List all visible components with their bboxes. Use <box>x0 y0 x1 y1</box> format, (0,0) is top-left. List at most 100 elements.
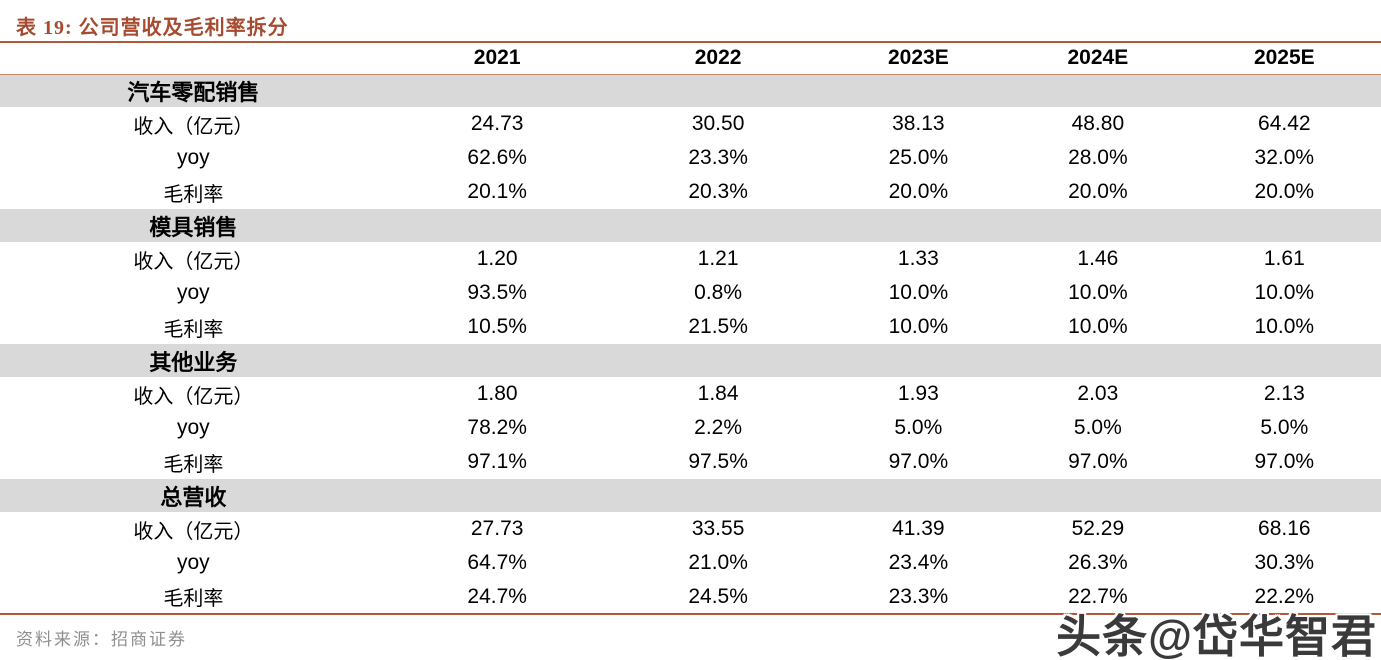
table-cell: 10.0% <box>888 315 949 338</box>
table-row: 收入（亿元） 1.80 1.84 1.93 2.03 2.13 <box>0 377 1381 411</box>
table-row: 收入（亿元） 1.20 1.21 1.33 1.46 1.61 <box>0 242 1381 276</box>
table-cell: 33.55 <box>691 517 745 540</box>
table-row: 收入（亿元） 24.73 30.50 38.13 48.80 64.42 <box>0 107 1381 141</box>
section-banner-row: 其他业务 <box>0 344 1381 377</box>
row-label: 毛利率 <box>163 318 224 341</box>
table-cell: 24.73 <box>470 112 524 135</box>
table-cell: 1.20 <box>476 247 518 270</box>
header-cell-label <box>0 42 387 74</box>
table-cell: 97.0% <box>1068 450 1128 473</box>
row-label: 毛利率 <box>163 183 224 206</box>
revenue-margin-table: 2021 2022 2023E 2024E 2025E 汽车零配销售 收入（亿元）… <box>0 41 1381 615</box>
table-cell: 1.93 <box>897 382 939 405</box>
table-cell: 1.61 <box>1263 247 1305 270</box>
section-title: 总营收 <box>160 484 227 510</box>
table-cell: 27.73 <box>470 517 524 540</box>
table-cell: 68.16 <box>1258 517 1311 540</box>
table-row: yoy 78.2% 2.2% 5.0% 5.0% 5.0% <box>0 411 1381 445</box>
table-cell: 23.4% <box>888 551 949 574</box>
table-cell: 20.3% <box>688 180 748 203</box>
table-cell: 23.3% <box>888 584 949 608</box>
table-cell: 26.3% <box>1068 551 1128 574</box>
table-cell: 10.0% <box>1068 281 1128 304</box>
header-cell-year: 2025E <box>1253 46 1315 70</box>
table-row: yoy 93.5% 0.8% 10.0% 10.0% 10.0% <box>0 276 1381 310</box>
table-cell: 41.39 <box>892 517 945 540</box>
table-cell: 10.0% <box>888 281 949 304</box>
table-cell: 1.33 <box>897 247 939 270</box>
section-title: 汽车零配销售 <box>127 79 260 105</box>
table-cell: 20.0% <box>888 180 949 203</box>
table-body: 汽车零配销售 收入（亿元） 24.73 30.50 38.13 48.80 64.42 yoy… <box>0 74 1381 614</box>
table-cell: 20.1% <box>467 180 527 203</box>
row-label: yoy <box>177 416 210 439</box>
table-row: 毛利率 10.5% 21.5% 10.0% 10.0% 10.0% <box>0 310 1381 344</box>
table-cell: 0.8% <box>694 281 743 304</box>
table-cell: 10.0% <box>1254 281 1315 304</box>
section-title: 模具销售 <box>149 214 238 240</box>
source-note: 资料来源：招商证券 <box>16 630 187 649</box>
row-label: 收入（亿元） <box>133 115 254 138</box>
header-cell-year: 2021 <box>473 46 521 70</box>
table-cell: 2.03 <box>1077 382 1119 405</box>
table-row: yoy 62.6% 23.3% 25.0% 28.0% 32.0% <box>0 141 1381 175</box>
table-cell: 21.5% <box>688 315 748 338</box>
row-label: 收入（亿元） <box>133 385 254 408</box>
table-cell: 97.0% <box>1254 450 1315 473</box>
table-cell: 64.7% <box>467 551 527 574</box>
table-cell: 32.0% <box>1254 146 1315 169</box>
table-cell: 30.3% <box>1254 551 1315 574</box>
table-cell: 24.5% <box>688 584 748 608</box>
table-cell: 78.2% <box>467 416 527 439</box>
table-header: 2021 2022 2023E 2024E 2025E <box>0 42 1381 74</box>
table-row: yoy 64.7% 21.0% 23.4% 26.3% 30.3% <box>0 546 1381 580</box>
table-cell: 97.5% <box>688 450 748 473</box>
table-cell: 22.7% <box>1068 584 1128 608</box>
table-row: 毛利率 97.1% 97.5% 97.0% 97.0% 97.0% <box>0 445 1381 479</box>
section-banner-fill <box>387 74 1381 107</box>
section-banner-fill <box>387 479 1381 512</box>
table-cell: 10.0% <box>1068 315 1128 338</box>
table-cell: 2.13 <box>1263 382 1305 405</box>
watermark: 头条@岱华智君 <box>1056 611 1377 660</box>
row-label: yoy <box>177 551 210 574</box>
section-banner-fill <box>387 209 1381 242</box>
table-cell: 24.7% <box>467 584 527 608</box>
table-cell: 52.29 <box>1071 517 1125 540</box>
section-title: 其他业务 <box>149 349 238 375</box>
table-cell: 97.1% <box>467 450 527 473</box>
table-cell: 2.2% <box>694 416 743 439</box>
table-cell: 1.80 <box>476 382 518 405</box>
table-cell: 5.0% <box>894 416 943 439</box>
row-label: 收入（亿元） <box>133 520 254 543</box>
section-banner-fill <box>387 344 1381 377</box>
table-cell: 30.50 <box>691 112 745 135</box>
section-banner-row: 总营收 <box>0 479 1381 512</box>
table-cell: 10.0% <box>1254 315 1315 338</box>
table-cell: 38.13 <box>892 112 945 135</box>
table-cell: 1.84 <box>697 382 739 405</box>
table-cell: 5.0% <box>1260 416 1309 439</box>
table-cell: 5.0% <box>1073 416 1122 439</box>
table-cell: 20.0% <box>1254 180 1315 203</box>
table-cell: 93.5% <box>467 281 527 304</box>
header-cell-year: 2022 <box>694 46 742 70</box>
row-label: yoy <box>177 146 210 169</box>
table-cell: 64.42 <box>1258 112 1311 135</box>
header-cell-year: 2024E <box>1067 46 1129 70</box>
table-cell: 48.80 <box>1071 112 1125 135</box>
table-cell: 25.0% <box>888 146 949 169</box>
table-cell: 1.21 <box>697 247 739 270</box>
table-cell: 62.6% <box>467 146 527 169</box>
table-cell: 21.0% <box>688 551 748 574</box>
table-cell: 20.0% <box>1068 180 1128 203</box>
table-cell: 28.0% <box>1068 146 1128 169</box>
row-label: yoy <box>177 281 210 304</box>
header-cell-year: 2023E <box>887 46 949 70</box>
table-cell: 97.0% <box>888 450 949 473</box>
section-banner-row: 汽车零配销售 <box>0 74 1381 107</box>
row-label: 收入（亿元） <box>133 250 254 273</box>
table-row: 收入（亿元） 27.73 33.55 41.39 52.29 68.16 <box>0 512 1381 546</box>
report-table-page: 表 19: 公司营收及毛利率拆分 2021 2022 2023E 2024E 2… <box>0 11 1381 660</box>
table-cell: 22.2% <box>1254 584 1315 608</box>
